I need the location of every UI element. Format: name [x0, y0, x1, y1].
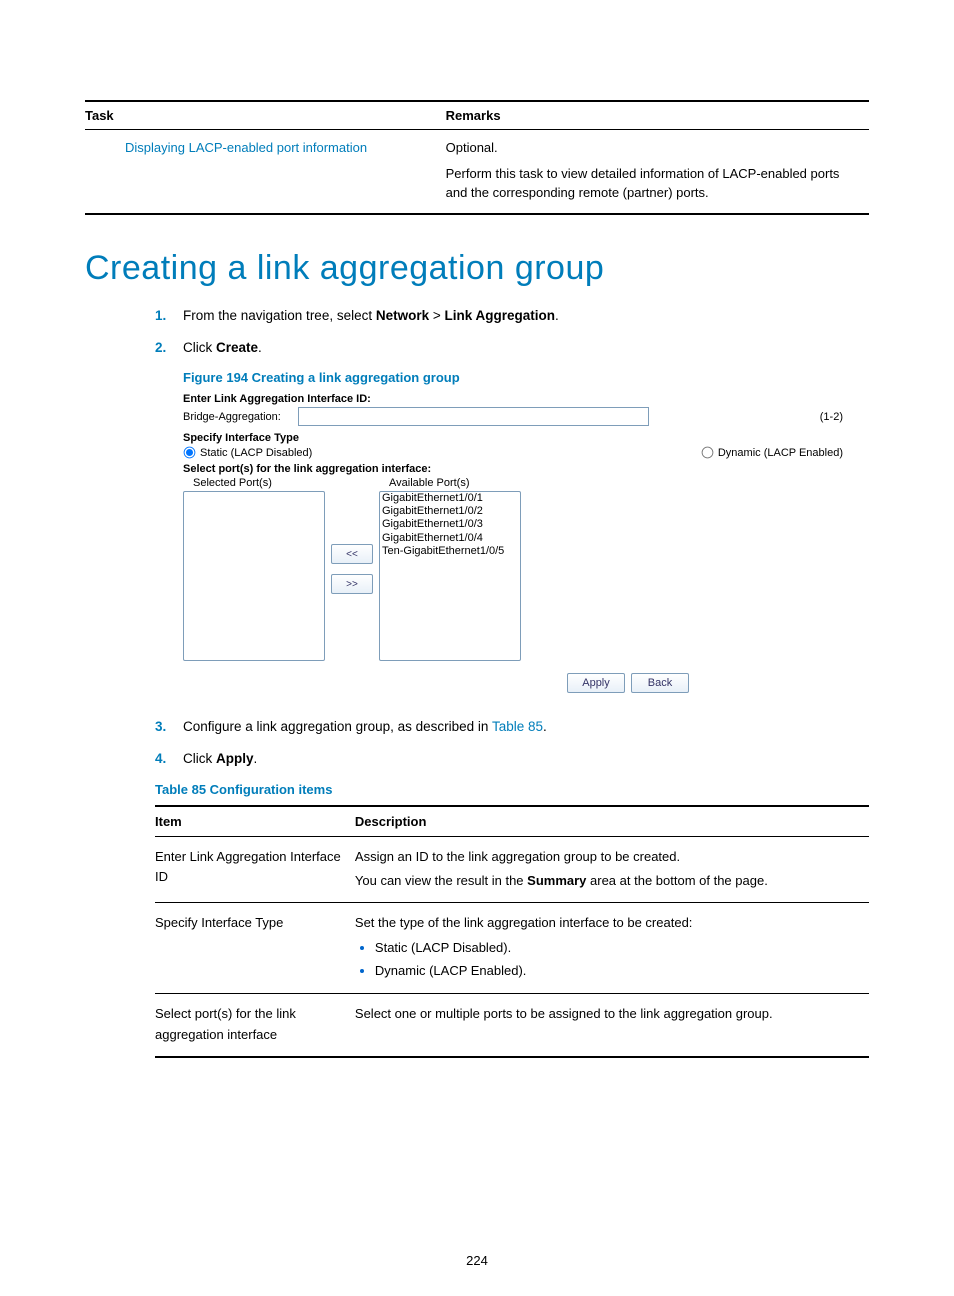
selected-ports-list[interactable]: [183, 491, 325, 661]
ui-section-3: Select port(s) for the link aggregation …: [183, 463, 843, 475]
bridge-hint: (1-2): [820, 411, 843, 423]
port-option[interactable]: GigabitEthernet1/0/4: [380, 532, 520, 545]
config-table: Item Description Enter Link Aggregation …: [155, 805, 869, 1059]
ui-section-1: Enter Link Aggregation Interface ID:: [183, 393, 843, 405]
remarks-line-2: Perform this task to view detailed infor…: [446, 164, 863, 203]
page: Task Remarks Displaying LACP-enabled por…: [0, 0, 954, 1296]
radio-dynamic[interactable]: [702, 447, 714, 459]
step-3: 3. Configure a link aggregation group, a…: [155, 717, 869, 737]
page-title: Creating a link aggregation group: [85, 249, 869, 288]
item-header: Item: [155, 806, 355, 837]
table-link[interactable]: Table 85: [492, 719, 543, 734]
port-option[interactable]: GigabitEthernet1/0/3: [380, 518, 520, 531]
available-ports-label: Available Port(s): [389, 477, 521, 489]
ui-section-2: Specify Interface Type: [183, 432, 843, 444]
bridge-label: Bridge-Aggregation:: [183, 411, 298, 423]
selected-ports-label: Selected Port(s): [193, 477, 325, 489]
description-header: Description: [355, 806, 869, 837]
radio-dynamic-label: Dynamic (LACP Enabled): [718, 447, 843, 459]
table-row: Specify Interface Type Set the type of t…: [155, 903, 869, 994]
figure-caption: Figure 194 Creating a link aggregation g…: [183, 370, 869, 385]
remarks-header: Remarks: [446, 101, 869, 130]
table-row: Select port(s) for the link aggregation …: [155, 994, 869, 1057]
steps-list-2: 3. Configure a link aggregation group, a…: [155, 717, 869, 770]
move-right-button[interactable]: >>: [331, 574, 373, 594]
back-button[interactable]: Back: [631, 673, 689, 693]
step-1: 1. From the navigation tree, select Netw…: [155, 306, 869, 326]
remarks-line-1: Optional.: [446, 138, 863, 158]
task-table: Task Remarks Displaying LACP-enabled por…: [85, 100, 869, 215]
move-left-button[interactable]: <<: [331, 544, 373, 564]
ui-mock: Enter Link Aggregation Interface ID: Bri…: [183, 393, 843, 693]
port-option[interactable]: Ten-GigabitEthernet1/0/5: [380, 545, 520, 558]
page-number: 224: [0, 1253, 954, 1268]
bridge-input[interactable]: [298, 407, 649, 426]
apply-button[interactable]: Apply: [567, 673, 625, 693]
steps-list: 1. From the navigation tree, select Netw…: [155, 306, 869, 359]
table-row: Enter Link Aggregation Interface ID Assi…: [155, 836, 869, 903]
port-option[interactable]: GigabitEthernet1/0/2: [380, 505, 520, 518]
port-option[interactable]: GigabitEthernet1/0/1: [380, 492, 520, 505]
available-ports-list[interactable]: GigabitEthernet1/0/1GigabitEthernet1/0/2…: [379, 491, 521, 661]
task-link[interactable]: Displaying LACP-enabled port information: [125, 140, 367, 155]
radio-static-label: Static (LACP Disabled): [200, 447, 312, 459]
step-4: 4. Click Apply.: [155, 749, 869, 769]
step-2: 2. Click Create.: [155, 338, 869, 358]
table-caption: Table 85 Configuration items: [155, 782, 869, 797]
radio-static[interactable]: [184, 447, 196, 459]
task-header: Task: [85, 101, 446, 130]
